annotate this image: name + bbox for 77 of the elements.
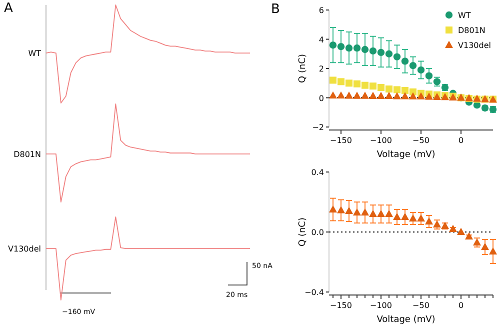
chart-title: A xyxy=(4,1,13,16)
y-tick-label: 0 xyxy=(318,94,324,103)
point xyxy=(385,92,393,99)
point xyxy=(353,208,361,216)
x-axis-title: Voltage (mV) xyxy=(376,150,436,160)
point xyxy=(362,82,368,89)
point xyxy=(457,228,465,235)
point xyxy=(377,92,385,99)
x-tick-label: −150 xyxy=(330,301,352,310)
point xyxy=(386,85,392,92)
point xyxy=(345,44,353,52)
point xyxy=(378,84,384,92)
y-tick-label: −2 xyxy=(312,123,324,132)
point xyxy=(338,78,344,86)
x-tick-label: −100 xyxy=(370,301,392,310)
point xyxy=(329,91,337,99)
series-label: V130del xyxy=(8,244,41,254)
point xyxy=(385,210,393,217)
point xyxy=(377,210,385,217)
point xyxy=(369,92,377,99)
point xyxy=(337,206,345,214)
point xyxy=(377,48,385,56)
point xyxy=(409,62,417,70)
point xyxy=(361,46,369,54)
point xyxy=(401,212,409,220)
x-tick-label: −50 xyxy=(412,136,430,145)
x-tick-label: −150 xyxy=(330,136,352,145)
x-tick-label: 0 xyxy=(458,136,464,145)
y-tick-label: −0.4 xyxy=(304,288,324,297)
x-tick-label: −100 xyxy=(370,136,392,145)
point xyxy=(402,86,408,94)
point xyxy=(385,50,393,58)
point xyxy=(417,66,425,74)
y-tick-label: 6 xyxy=(318,6,324,15)
point xyxy=(337,42,345,50)
point xyxy=(361,92,369,99)
y-tick-label: 2 xyxy=(318,64,324,74)
x-axis-title: Voltage (mV) xyxy=(376,315,436,325)
point xyxy=(393,92,401,100)
point xyxy=(370,82,376,90)
point xyxy=(393,212,401,220)
point xyxy=(401,58,409,65)
point xyxy=(353,92,361,99)
point xyxy=(425,72,433,80)
point xyxy=(481,242,489,250)
legend-label: D801N xyxy=(458,26,486,35)
point xyxy=(329,42,337,49)
series-label: D801N xyxy=(14,150,42,159)
point xyxy=(330,76,336,84)
y-tick-label: 4 xyxy=(318,35,324,44)
series-label: WT xyxy=(28,49,42,58)
legend-label: WT xyxy=(458,11,471,20)
y-tick-label: 0.0 xyxy=(311,228,324,237)
point xyxy=(393,53,401,60)
point xyxy=(369,210,377,217)
y-axis-title: Q (nC) xyxy=(298,218,308,246)
point xyxy=(337,91,345,99)
point xyxy=(346,80,352,87)
point xyxy=(354,80,360,88)
point xyxy=(353,44,361,52)
point xyxy=(361,208,369,216)
point xyxy=(345,206,353,214)
x-tick-label: 0 xyxy=(458,301,464,310)
y-axis-title: Q (nC) xyxy=(298,54,308,83)
y-tick-label: 0.4 xyxy=(311,168,324,177)
legend-label: V130del xyxy=(458,41,491,50)
point xyxy=(369,47,377,55)
point xyxy=(409,92,417,100)
chart-title: B xyxy=(271,2,280,17)
x-tick-label: −50 xyxy=(412,301,430,310)
point xyxy=(329,205,337,212)
point xyxy=(417,92,425,100)
point xyxy=(425,217,433,224)
point xyxy=(394,86,400,94)
point xyxy=(345,92,353,99)
point xyxy=(401,92,409,100)
point xyxy=(489,247,497,254)
